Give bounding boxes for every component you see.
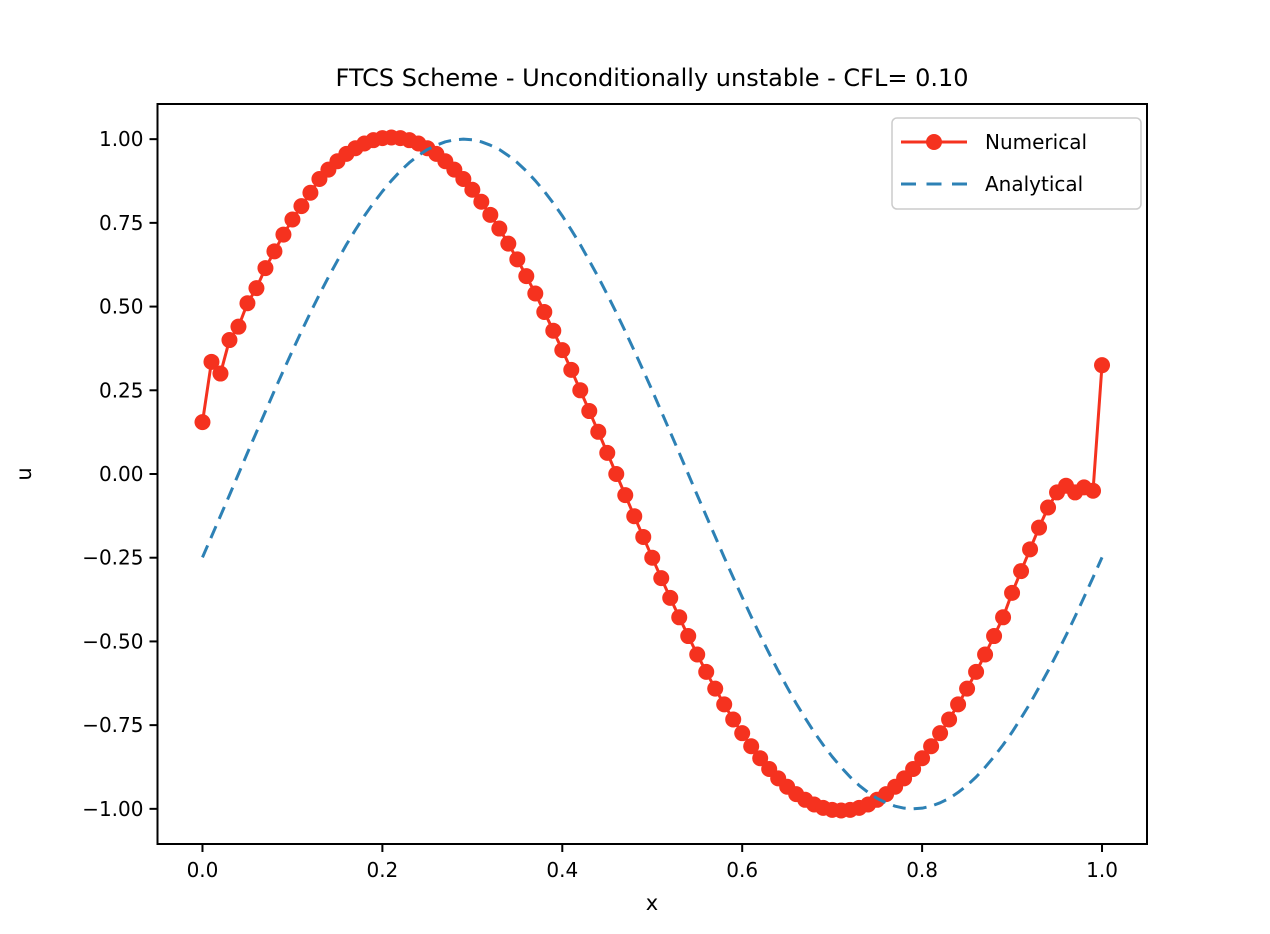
numerical-data-point-marker xyxy=(734,725,751,742)
numerical-data-point-marker xyxy=(671,609,688,626)
plot-spines xyxy=(156,103,1148,845)
x-axis-label: x xyxy=(646,891,658,915)
numerical-data-point-marker xyxy=(581,403,598,420)
numerical-data-point-marker xyxy=(635,528,652,545)
numerical-data-point-marker xyxy=(266,243,283,260)
numerical-data-point-marker xyxy=(563,361,580,378)
numerical-data-point-marker xyxy=(923,738,940,755)
numerical-data-point-marker xyxy=(212,365,229,382)
x-tick-label: 1.0 xyxy=(1086,858,1118,882)
axes-layer: 0.0 0.2 0.4 0.6 0.8 1.0 1.00 0.75 0.50 0.25 0.00 −0… xyxy=(82,103,1148,882)
numerical-data-point-marker xyxy=(644,549,661,566)
numerical-curve xyxy=(200,135,1104,813)
numerical-data-point-marker xyxy=(194,414,211,431)
numerical-data-point-marker xyxy=(950,696,967,713)
chart-title: FTCS Scheme - Unconditionally unstable -… xyxy=(335,64,968,92)
numerical-data-point-marker xyxy=(1022,541,1039,558)
analytical-curve xyxy=(201,137,1104,811)
numerical-data-point-marker xyxy=(1040,499,1057,516)
numerical-data-point-marker xyxy=(248,280,265,297)
legend: Numerical Analytical xyxy=(891,117,1142,210)
numerical-data-point-marker xyxy=(743,738,760,755)
numerical-data-point-marker xyxy=(536,303,553,320)
numerical-data-point-marker xyxy=(707,680,724,697)
numerical-data-point-marker xyxy=(455,171,472,187)
numerical-data-point-marker xyxy=(608,466,625,482)
numerical-data-point-marker xyxy=(1013,563,1030,580)
numerical-data-point-marker xyxy=(275,226,292,243)
numerical-data-point-marker xyxy=(464,181,481,198)
y-tick-label: −0.75 xyxy=(82,713,143,737)
numerical-data-point-marker xyxy=(1085,482,1102,499)
numerical-data-point-marker xyxy=(203,353,220,370)
numerical-marker-icon xyxy=(926,134,942,150)
numerical-data-point-marker xyxy=(509,251,526,268)
numerical-data-point-marker xyxy=(662,589,679,606)
numerical-data-point-marker xyxy=(752,750,769,767)
numerical-data-point-marker xyxy=(482,206,499,223)
y-tick-label: −0.50 xyxy=(82,629,143,653)
x-tick-label: 0.0 xyxy=(187,858,219,882)
numerical-data-point-marker xyxy=(617,487,634,504)
numerical-data-point-marker xyxy=(293,198,310,215)
numerical-data-point-marker xyxy=(986,628,1003,645)
numerical-data-point-marker xyxy=(491,220,508,237)
x-tick-label: 0.2 xyxy=(366,858,398,882)
x-tick-label: 0.8 xyxy=(906,858,938,882)
numerical-data-point-marker xyxy=(689,646,706,663)
numerical-data-point-marker xyxy=(599,444,616,461)
numerical-data-point-marker xyxy=(545,322,562,339)
numerical-data-point-marker xyxy=(941,711,958,728)
numerical-data-point-marker xyxy=(518,268,535,285)
numerical-data-point-marker xyxy=(959,680,976,697)
numerical-data-point-marker xyxy=(257,260,274,277)
y-tick-label: 0.50 xyxy=(99,295,144,319)
numerical-data-point-marker xyxy=(527,285,544,302)
legend-label-analytical: Analytical xyxy=(985,172,1083,196)
numerical-data-point-marker xyxy=(221,332,238,349)
numerical-data-point-marker xyxy=(725,711,742,728)
numerical-data-point-marker xyxy=(1031,519,1048,536)
numerical-data-point-marker xyxy=(626,508,643,525)
numerical-data-point-marker xyxy=(302,184,319,201)
x-tick-label: 0.4 xyxy=(546,858,578,882)
numerical-data-point-marker xyxy=(716,696,733,713)
numerical-data-point-marker xyxy=(653,570,670,587)
numerical-data-point-marker xyxy=(968,663,985,680)
legend-label-numerical: Numerical xyxy=(985,130,1087,154)
numerical-data-point-marker xyxy=(995,609,1012,626)
numerical-data-point-marker xyxy=(1094,357,1111,374)
numerical-data-point-marker xyxy=(239,295,256,312)
numerical-data-point-marker xyxy=(1004,584,1021,601)
numerical-data-point-marker xyxy=(473,193,490,210)
numerical-data-point-marker xyxy=(680,628,697,645)
y-tick-label: −1.00 xyxy=(82,797,143,821)
series-layer xyxy=(194,129,1111,819)
y-tick-label: 0.25 xyxy=(99,378,144,402)
numerical-data-point-marker xyxy=(932,725,949,742)
numerical-data-point-marker xyxy=(590,423,607,440)
numerical-data-point-marker xyxy=(554,342,571,359)
numerical-data-point-marker xyxy=(698,663,715,680)
numerical-data-point-marker xyxy=(905,761,922,777)
numerical-data-point-marker xyxy=(230,318,247,335)
y-tick-label: 0.00 xyxy=(99,462,144,486)
numerical-data-point-marker xyxy=(500,235,517,252)
y-tick-label: 1.00 xyxy=(99,127,144,151)
y-tick-label: 0.75 xyxy=(99,211,144,235)
numerical-data-point-marker xyxy=(914,750,931,767)
numerical-data-point-marker xyxy=(284,211,301,228)
x-tick-label: 0.6 xyxy=(726,858,758,882)
numerical-data-point-marker xyxy=(977,646,994,663)
y-axis-label: u xyxy=(12,467,36,480)
y-tick-label: −0.25 xyxy=(82,546,143,570)
numerical-data-point-marker xyxy=(572,382,589,399)
